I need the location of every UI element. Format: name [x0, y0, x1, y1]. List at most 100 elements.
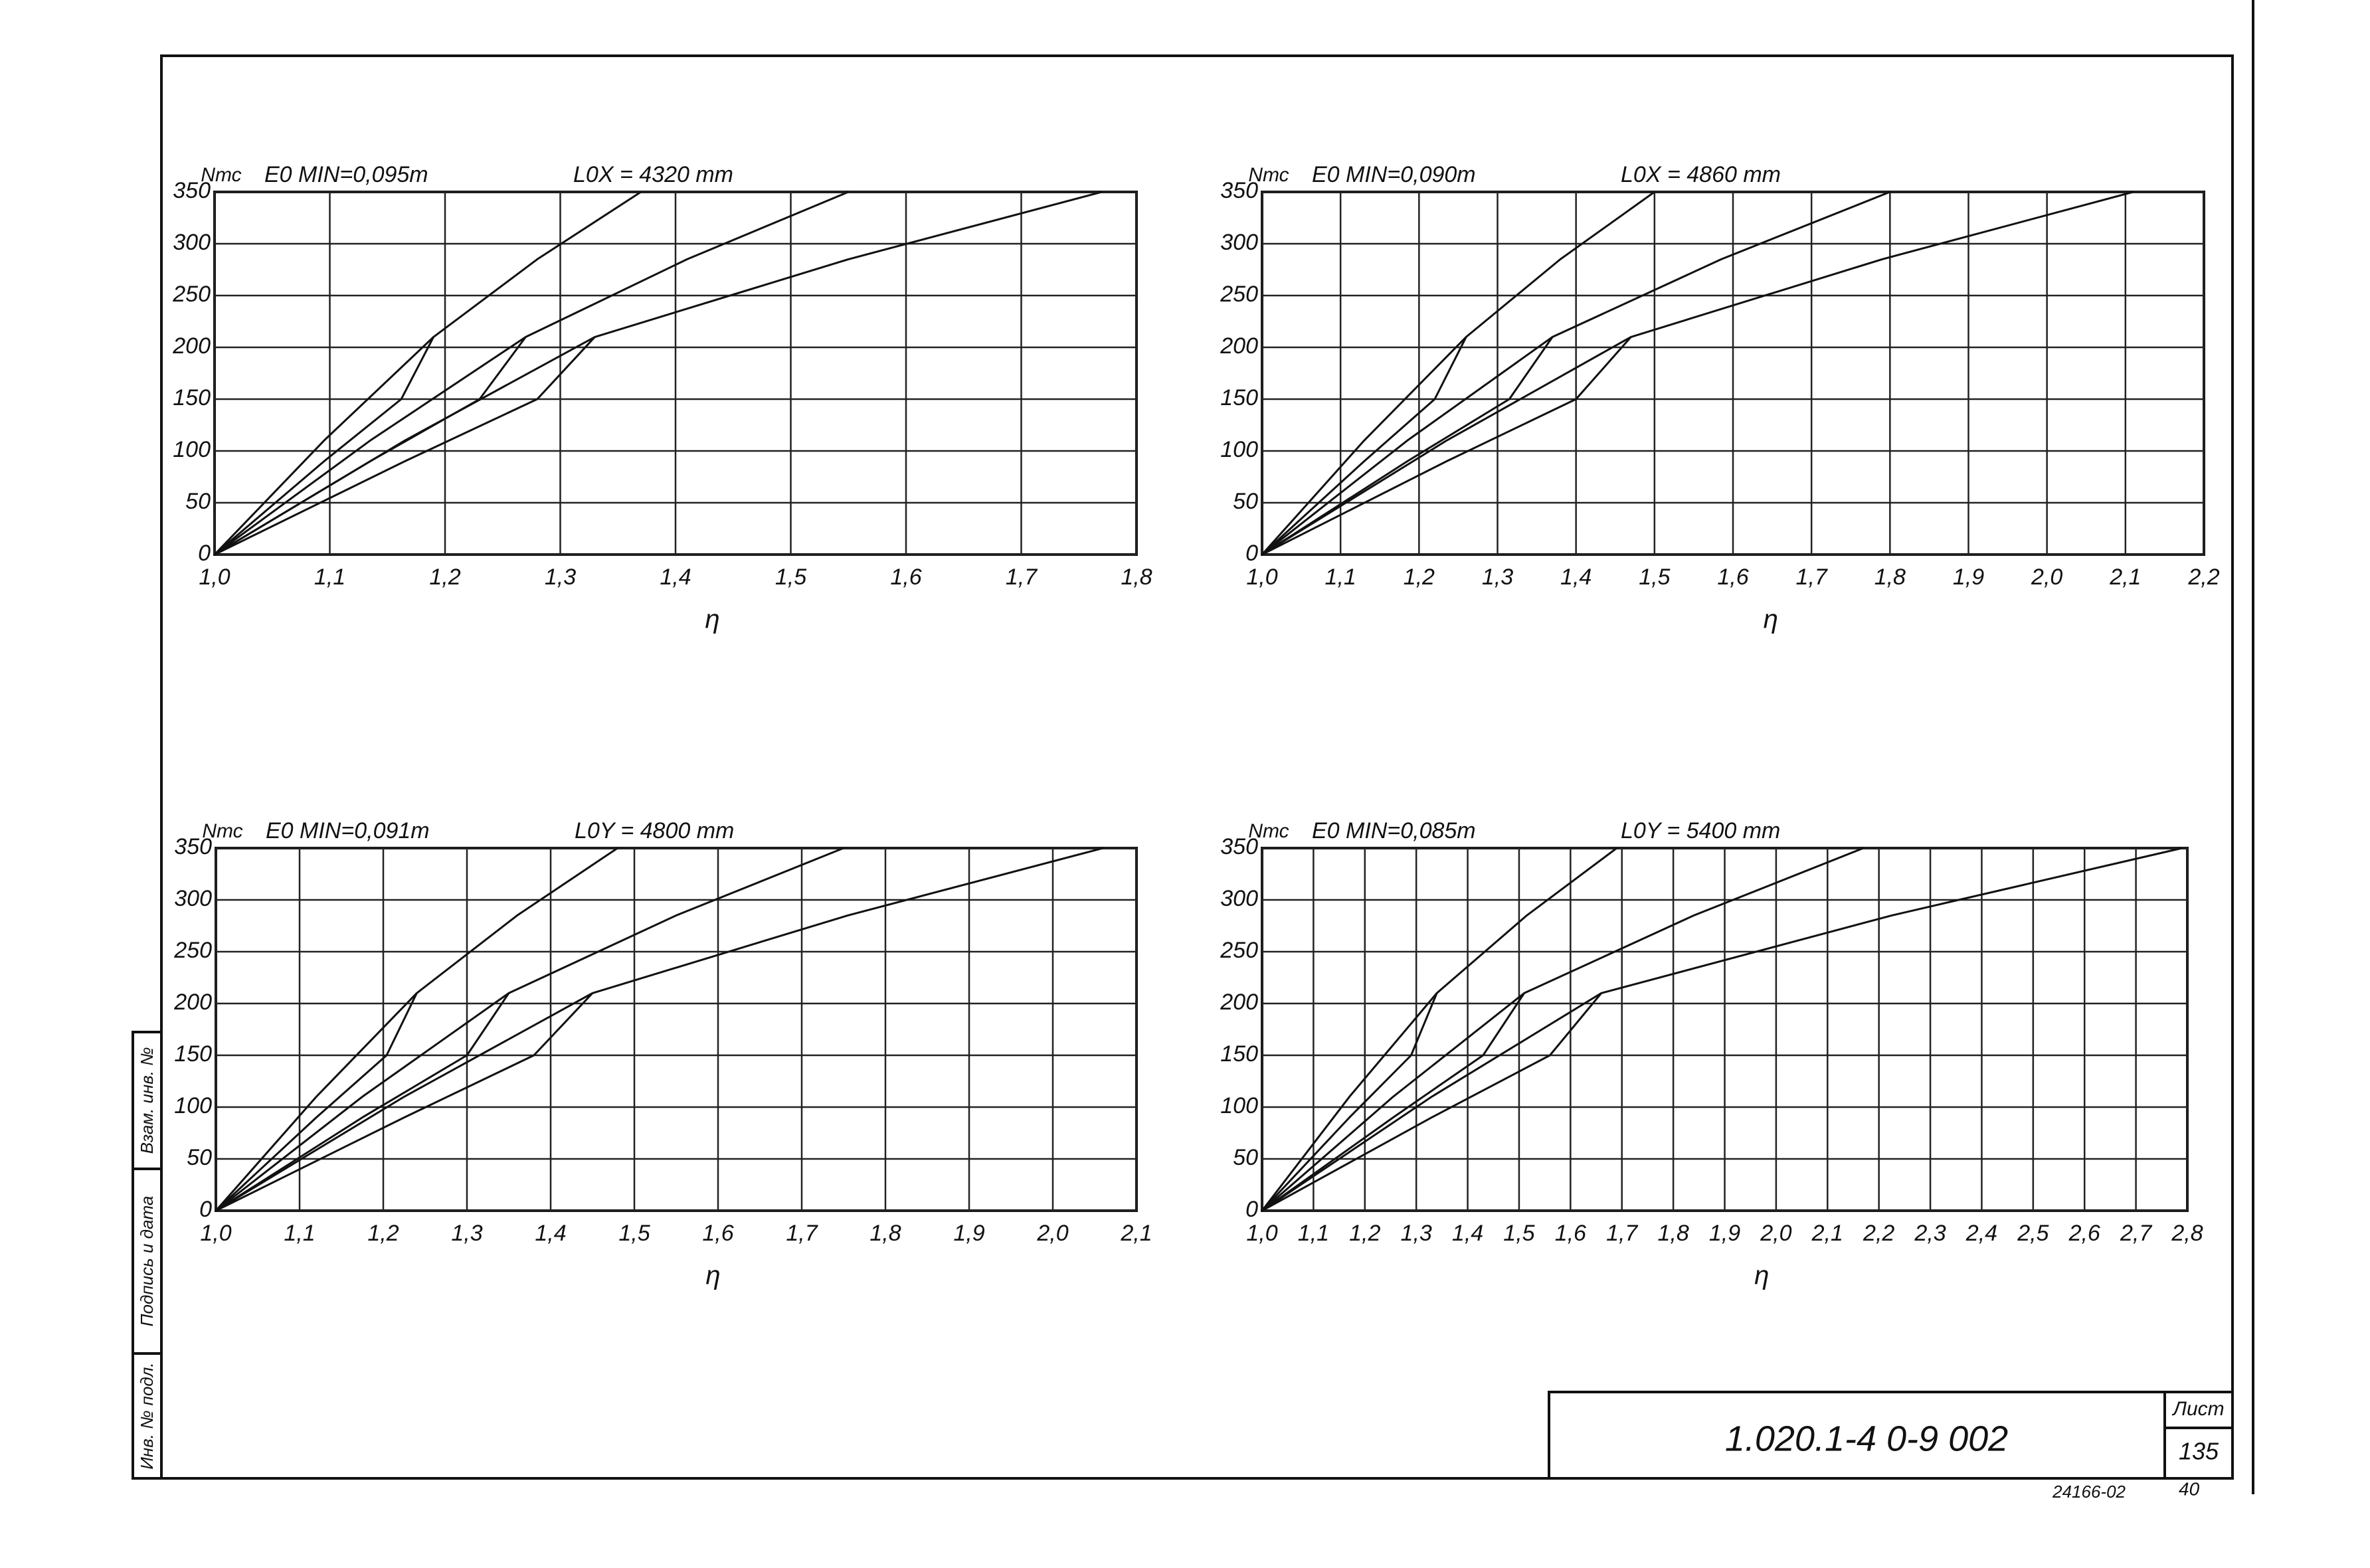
chart-subtitle: L0Y = 4800 mm — [575, 818, 734, 843]
y-tick-label: 200 — [172, 333, 211, 359]
x-tick-label: 2,4 — [1965, 1221, 1997, 1246]
designation: 1.020.1-4 0-9 002 — [1725, 1419, 2008, 1458]
x-tick-label: 1,9 — [1953, 565, 1984, 590]
y-axis-label: Nтс — [201, 164, 241, 186]
x-tick-label: 1,2 — [367, 1221, 399, 1246]
y-tick-label: 50 — [187, 1145, 212, 1170]
curve — [214, 191, 849, 556]
curve — [215, 992, 510, 1212]
y-tick-label: 200 — [173, 990, 212, 1015]
curve — [215, 847, 1103, 1212]
x-tick-label: 1,0 — [199, 565, 230, 590]
y-tick-label: 100 — [1220, 437, 1258, 462]
y-tick-label: 350 — [1220, 178, 1258, 203]
x-tick-label: 1,3 — [545, 565, 576, 590]
curve — [214, 336, 596, 556]
curve — [215, 992, 418, 1212]
x-tick-label: 1,8 — [1874, 565, 1906, 590]
curve — [1261, 992, 1525, 1212]
y-axis-label: Nтс — [1248, 820, 1289, 842]
chart-title: E0 MIN=0,085m — [1312, 818, 1476, 843]
y-tick-label: 300 — [173, 230, 211, 255]
x-tick-label: 1,3 — [1401, 1221, 1432, 1246]
x-tick-label: 1,1 — [284, 1221, 315, 1246]
curve — [215, 992, 594, 1212]
chart-subtitle: L0X = 4860 mm — [1621, 162, 1781, 187]
chart-subtitle: L0Y = 5400 mm — [1621, 818, 1780, 843]
x-tick-label: 1,4 — [660, 565, 691, 590]
y-tick-label: 350 — [1220, 834, 1258, 859]
x-axis-label: η — [1754, 1261, 1769, 1290]
x-tick-label: 2,1 — [1811, 1221, 1843, 1246]
title-block — [1548, 1391, 2234, 1480]
y-axis-label: Nтс — [202, 820, 242, 842]
x-tick-label: 1,6 — [1717, 565, 1748, 590]
y-tick-label: 0 — [1245, 1197, 1258, 1222]
copy-number: 40 — [2179, 1478, 2200, 1499]
y-tick-label: 300 — [1220, 886, 1258, 911]
y-tick-label: 50 — [1233, 489, 1258, 514]
curve — [1261, 992, 1438, 1212]
x-tick-label: 1,1 — [314, 565, 345, 590]
x-axis-label: η — [1764, 605, 1778, 634]
curve — [1261, 336, 1467, 556]
side-stamp-text: Инв. № подл. — [137, 1362, 157, 1469]
y-tick-label: 250 — [172, 282, 211, 307]
y-tick-label: 200 — [1220, 333, 1258, 359]
y-tick-label: 250 — [1220, 282, 1258, 307]
x-tick-label: 2,0 — [1760, 1221, 1791, 1246]
x-tick-label: 2,2 — [1863, 1221, 1894, 1246]
x-tick-label: 1,6 — [1555, 1221, 1586, 1246]
curve — [1261, 191, 1890, 556]
x-tick-label: 1,5 — [618, 1221, 650, 1246]
x-tick-label: 2,1 — [2109, 565, 2141, 590]
curve — [215, 847, 844, 1212]
x-tick-label: 1,0 — [200, 1221, 231, 1246]
x-tick-label: 1,6 — [702, 1221, 733, 1246]
x-tick-label: 2,7 — [2120, 1221, 2152, 1246]
y-tick-label: 200 — [1220, 990, 1258, 1015]
x-tick-label: 1,3 — [451, 1221, 482, 1246]
y-axis-label: Nтс — [1248, 164, 1289, 186]
y-tick-label: 0 — [198, 541, 211, 566]
chart-subtitle: L0X = 4320 mm — [573, 162, 733, 187]
x-tick-label: 1,7 — [786, 1221, 818, 1246]
x-tick-label: 1,8 — [869, 1221, 901, 1246]
x-tick-label: 2,0 — [1036, 1221, 1068, 1246]
y-tick-label: 250 — [1220, 938, 1258, 963]
y-tick-label: 150 — [174, 1041, 212, 1067]
x-axis-label: η — [705, 605, 719, 634]
x-tick-label: 1,9 — [1709, 1221, 1740, 1246]
x-tick-label: 1,3 — [1482, 565, 1513, 590]
x-tick-label: 2,0 — [2031, 565, 2062, 590]
curve — [214, 336, 527, 556]
x-tick-label: 1,0 — [1246, 1221, 1277, 1246]
y-tick-label: 300 — [1220, 230, 1258, 255]
x-tick-label: 1,4 — [535, 1221, 566, 1246]
x-tick-label: 1,5 — [1503, 1221, 1534, 1246]
x-tick-label: 1,7 — [1006, 565, 1038, 590]
x-tick-label: 2,5 — [2017, 1221, 2049, 1246]
curve — [1261, 847, 2183, 1212]
x-tick-label: 1,5 — [775, 565, 806, 590]
x-tick-label: 1,1 — [1325, 565, 1356, 590]
curve — [1261, 336, 1632, 556]
archive-number: 24166-02 — [2052, 1482, 2126, 1502]
y-tick-label: 250 — [173, 938, 212, 963]
y-tick-label: 150 — [173, 385, 211, 410]
y-tick-label: 50 — [1233, 1145, 1258, 1170]
curve — [214, 191, 1103, 556]
x-tick-label: 1,0 — [1246, 565, 1277, 590]
y-tick-label: 300 — [174, 886, 212, 911]
chart-title: E0 MIN=0,095m — [264, 162, 428, 187]
x-tick-label: 1,2 — [1349, 1221, 1380, 1246]
sheet-number: 135 — [2179, 1438, 2219, 1465]
y-tick-label: 100 — [1220, 1093, 1258, 1118]
y-tick-label: 100 — [173, 437, 211, 462]
y-tick-label: 0 — [1245, 541, 1258, 566]
x-tick-label: 1,2 — [1404, 565, 1435, 590]
x-axis-label: η — [705, 1261, 720, 1290]
side-stamp-text: Подпись и дата — [137, 1196, 157, 1327]
x-tick-label: 2,6 — [2068, 1221, 2100, 1246]
